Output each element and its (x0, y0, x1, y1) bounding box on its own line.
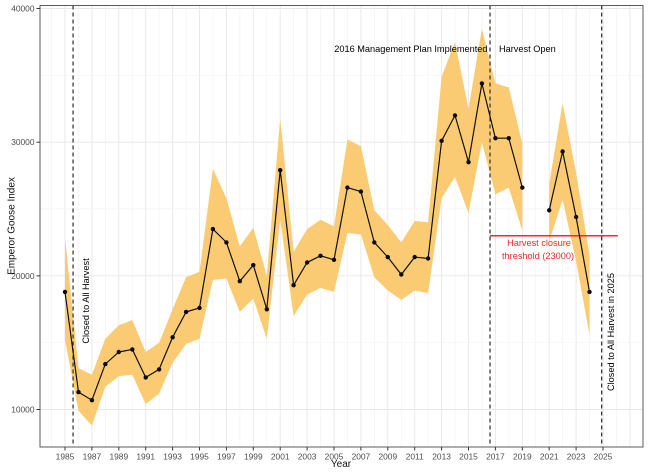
data-point-1999 (251, 262, 256, 268)
x-tick-label: 1991 (136, 452, 155, 462)
data-point-2016 (479, 81, 485, 86)
data-point-1997 (224, 240, 229, 245)
x-tick-label: 2003 (298, 452, 317, 462)
series-layer (62, 81, 592, 403)
threshold-label-line2: threshold (23000) (502, 251, 574, 261)
x-tick-label: 2013 (432, 452, 451, 462)
x-tick-label: 2005 (325, 452, 344, 462)
data-point-2004 (318, 253, 323, 258)
data-point-1992 (156, 367, 162, 372)
annotations-layer: 2016 Management Plan Implemented Harvest… (7, 44, 617, 470)
reference-lines-layer (72, 5, 618, 447)
plot-panel-border (39, 5, 644, 448)
data-point-1998 (237, 279, 242, 284)
x-tick-label: 2009 (378, 452, 397, 462)
x-tick-label: 2019 (513, 452, 532, 462)
data-point-2002 (291, 283, 296, 288)
x-tick-label: 1993 (163, 452, 182, 462)
data-point-2005 (331, 257, 337, 262)
data-point-2001 (278, 168, 283, 173)
data-point-2015 (466, 160, 471, 165)
data-point-2011 (412, 254, 417, 260)
data-point-2013 (439, 138, 444, 143)
x-tick-label: 2011 (406, 452, 424, 462)
y-tick-label: 40000 (11, 4, 35, 14)
x-tick-label: 2023 (567, 452, 586, 462)
data-point-2006 (345, 185, 350, 190)
data-point-2022 (560, 149, 565, 154)
data-point-1989 (116, 349, 122, 355)
confidence-band (549, 103, 590, 335)
data-point-2021 (547, 208, 552, 213)
data-point-2000 (264, 307, 269, 312)
data-point-1994 (183, 309, 189, 315)
x-tick-label: 1995 (190, 452, 209, 462)
confidence-band-layer (65, 28, 590, 426)
x-tick-label: 2001 (271, 452, 290, 462)
x-tick-label: 1999 (244, 452, 263, 462)
confidence-band (65, 28, 523, 426)
data-point-2024 (587, 289, 592, 295)
x-tick-label: 1985 (56, 452, 75, 462)
y-tick-label: 10000 (11, 405, 35, 415)
x-tick-label: 1987 (83, 452, 102, 462)
data-point-2019 (520, 185, 525, 190)
y-axis-title: Emperor Goose Index (7, 177, 18, 275)
data-point-2012 (425, 256, 431, 261)
annotation-closed-all-harvest: Closed to All Harvest (81, 258, 91, 344)
data-point-1986 (76, 389, 81, 395)
threshold-label-line1: Harvest closure (507, 238, 571, 248)
annotation-harvest-open: Harvest Open (499, 44, 556, 54)
data-point-2003 (304, 260, 310, 265)
annotation-closed-all-harvest-2025: Closed to All Harvest in 2025 (606, 273, 616, 391)
axis-layer: 1985 1987 1989 1991 1993 1995 1997 1999 2001 2003… (11, 4, 612, 462)
data-point-1985 (62, 289, 68, 295)
y-tick-label: 30000 (11, 137, 35, 147)
y-tick-label: 20000 (11, 271, 35, 281)
index-trend-line (548, 151, 591, 293)
data-point-2018 (506, 136, 511, 141)
data-point-2017 (493, 136, 498, 141)
data-point-1988 (103, 361, 108, 367)
data-point-1995 (197, 305, 202, 311)
annotation-2016-management-plan: 2016 Management Plan Implemented (334, 44, 487, 54)
data-point-1987 (89, 398, 95, 403)
x-tick-label: 2007 (352, 452, 371, 462)
data-point-1990 (130, 347, 135, 352)
data-point-1993 (170, 335, 175, 340)
data-point-2007 (358, 189, 364, 194)
x-tick-label: 2025 (594, 452, 613, 462)
data-point-1996 (210, 226, 216, 232)
data-point-2023 (573, 214, 579, 220)
data-point-2009 (385, 254, 390, 260)
x-tick-label: 2017 (486, 452, 505, 462)
data-point-2010 (399, 272, 404, 277)
x-tick-label: 2015 (459, 452, 478, 462)
x-axis-title: Year (331, 459, 352, 470)
data-point-2014 (452, 113, 458, 118)
x-tick-label: 2021 (540, 452, 559, 462)
data-point-2008 (372, 240, 377, 245)
x-tick-label: 1997 (217, 452, 236, 462)
x-tick-label: 1989 (109, 452, 128, 462)
data-point-1991 (143, 375, 148, 380)
